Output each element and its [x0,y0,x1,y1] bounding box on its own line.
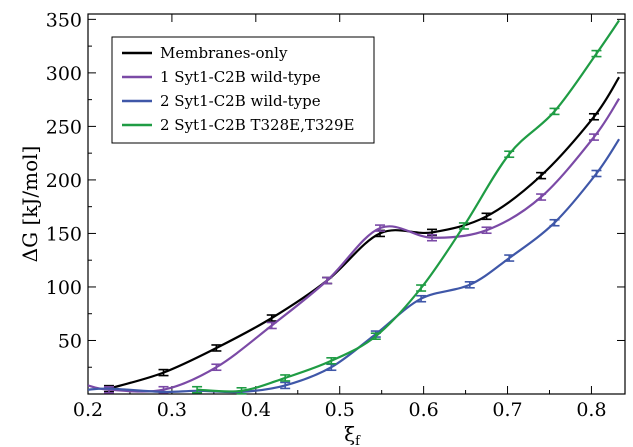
error-bar [370,332,381,340]
error-bar [427,233,438,242]
error-bar [374,224,385,232]
legend-item: 2 Syt1-C2B T328E,T329E [122,116,354,134]
y-axis-label: ΔG [kJ/mol] [18,146,42,263]
error-bar [588,112,599,121]
error-bar [504,254,515,262]
error-bar [322,276,333,285]
error-bar [266,321,277,330]
error-bar [458,222,469,230]
x-tick-label: 0.6 [409,399,439,421]
y-tick-label: 100 [46,277,82,299]
legend-label: 2 Syt1-C2B wild-type [160,92,321,110]
error-bar [549,218,560,227]
series-4 [192,19,621,395]
error-bar [211,344,222,352]
x-axis-label: ξf [344,422,361,447]
error-bar [416,294,427,303]
error-bar [266,314,277,322]
x-tick-label: 0.4 [241,399,271,421]
error-bar [416,284,427,292]
x-tick-label: 0.8 [576,399,606,421]
error-bar [588,133,599,141]
error-bar [236,386,247,395]
error-bar [280,381,291,390]
error-bar [280,374,291,382]
x-axis-label-main: ξ [344,422,355,446]
error-bar [464,281,475,289]
y-tick-label: 350 [46,9,82,31]
axes: 0.2 0.3 0.4 0.5 0.6 0.7 0.8 50 100 150 200 250 300 35… [46,9,625,421]
y-tick-label: 150 [46,223,82,245]
error-bar [481,226,492,235]
y-tick-label: 50 [58,330,82,352]
error-bar [192,385,203,394]
legend-label: 1 Syt1-C2B wild-type [160,68,321,86]
legend: Membranes-only 1 Syt1-C2B wild-type 2 Syt1… [111,36,375,144]
x-tick-label: 0.7 [492,399,522,421]
y-tick-label: 250 [46,116,82,138]
y-tick-label: 300 [46,63,82,85]
error-bar [481,212,492,221]
series-2 [87,97,621,394]
error-bar [591,169,602,178]
error-bar [158,368,169,377]
x-tick-label: 0.3 [157,399,187,421]
error-bar [504,150,515,159]
legend-item: 1 Syt1-C2B wild-type [122,68,321,86]
legend-box [111,36,375,144]
legend-label: 2 Syt1-C2B T328E,T329E [160,116,354,134]
error-bar [536,171,547,180]
x-tick-label: 0.2 [73,399,103,421]
x-axis-label-sub: f [355,434,361,447]
legend-label: Membranes-only [160,44,288,62]
x-tick-label: 0.5 [325,399,355,421]
error-bar [549,107,560,116]
error-bar [536,193,547,201]
legend-item: 2 Syt1-C2B wild-type [122,92,321,110]
y-tick-label: 200 [46,170,82,192]
error-bar [326,357,337,365]
error-bar [591,49,602,58]
legend-item: Membranes-only [122,44,288,62]
error-bar [211,363,222,372]
series-group [87,19,621,395]
